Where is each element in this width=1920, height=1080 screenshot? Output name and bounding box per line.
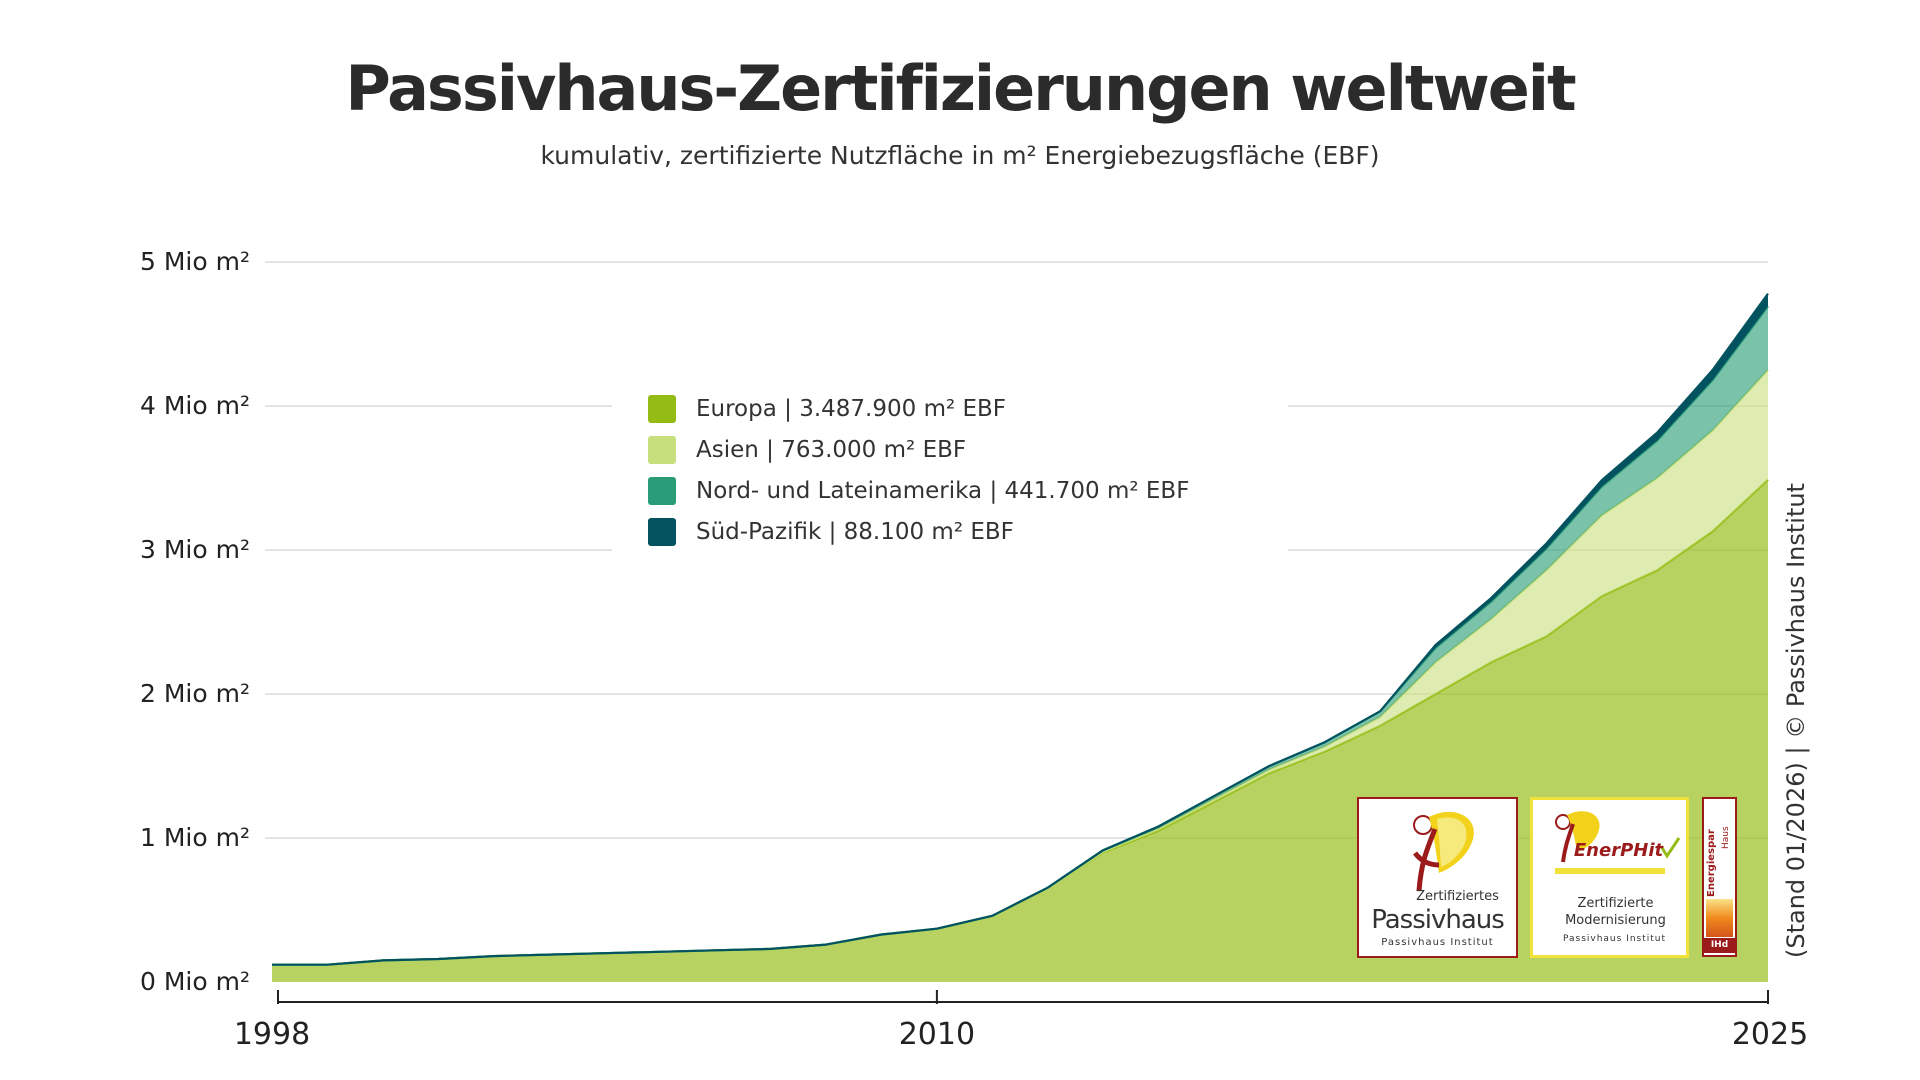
chart-subtitle: kumulativ, zertifizierte Nutzfläche in m… bbox=[540, 141, 1380, 170]
energiespar-haus-logo: Energiespar Haus IHd bbox=[1702, 797, 1737, 957]
legend-label-asien: Asien | 763.000 m² EBF bbox=[696, 436, 967, 463]
line-suedpazifik bbox=[272, 292, 1769, 966]
legend-label-suedpazifik: Süd-Pazifik | 88.100 m² EBF bbox=[696, 518, 1014, 545]
energiespar-logo-gradient bbox=[1706, 899, 1733, 937]
legend: Europa | 3.487.900 m² EBF Asien | 763.00… bbox=[612, 378, 1288, 562]
passivhaus-symbol-icon bbox=[1413, 811, 1474, 892]
y-tick-label: 0 Mio m² bbox=[140, 967, 250, 996]
legend-swatch-suedpazifik bbox=[648, 517, 676, 546]
enerphit-logo-line2: Modernisierung bbox=[1565, 913, 1666, 928]
enerphit-logo-line1: Zertifizierte bbox=[1577, 896, 1654, 911]
passivhaus-logo-line1: Zertifiziertes bbox=[1416, 889, 1499, 904]
passivhaus-logo-line2: Passivhaus bbox=[1371, 905, 1505, 935]
chart-title: Passivhaus-Zertifizierungen weltweit bbox=[345, 52, 1576, 125]
energiespar-logo-line2: Haus bbox=[1721, 826, 1731, 849]
legend-swatch-asien bbox=[648, 435, 676, 464]
passivhaus-certified-logo: Zertifiziertes Passivhaus Passivhaus Ins… bbox=[1357, 797, 1518, 958]
energiespar-logo-top: Energiespar Haus bbox=[1704, 799, 1735, 899]
y-axis-ticks: 0 Mio m² 1 Mio m² 2 Mio m² 3 Mio m² 4 Mio m²… bbox=[140, 247, 250, 996]
legend-label-amerika: Nord- und Lateinamerika | 441.700 m² EBF bbox=[696, 477, 1190, 504]
x-tick-label: 2025 bbox=[1732, 1017, 1808, 1052]
y-tick-label: 4 Mio m² bbox=[140, 391, 250, 420]
energiespar-logo-line3: IHd bbox=[1704, 938, 1735, 953]
y-tick-label: 3 Mio m² bbox=[140, 535, 250, 564]
energiespar-logo-line1: Energiespar bbox=[1706, 829, 1717, 897]
source-note: (Stand 01/2026) | © Passivhaus Institut bbox=[1782, 483, 1810, 958]
passivhaus-logo-line3: Passivhaus Institut bbox=[1381, 937, 1494, 948]
legend-label-europa: Europa | 3.487.900 m² EBF bbox=[696, 395, 1007, 422]
x-tick-label: 1998 bbox=[234, 1017, 310, 1052]
legend-item-amerika: Nord- und Lateinamerika | 441.700 m² EBF bbox=[648, 470, 1288, 511]
y-tick-label: 2 Mio m² bbox=[140, 679, 250, 708]
y-tick-label: 1 Mio m² bbox=[140, 823, 250, 852]
legend-item-suedpazifik: Süd-Pazifik | 88.100 m² EBF bbox=[648, 511, 1288, 552]
area-asien bbox=[272, 369, 1768, 965]
legend-swatch-europa bbox=[648, 394, 676, 423]
legend-swatch-amerika bbox=[648, 476, 676, 505]
enerphit-certified-logo: EnerPHit Zertifizierte Modernisierung Pa… bbox=[1530, 797, 1689, 958]
legend-item-europa: Europa | 3.487.900 m² EBF bbox=[648, 388, 1288, 429]
area-amerika bbox=[272, 306, 1768, 965]
legend-item-asien: Asien | 763.000 m² EBF bbox=[648, 429, 1288, 470]
x-axis: 1998 2010 2025 bbox=[234, 990, 1808, 1052]
enerphit-symbol-icon bbox=[1555, 811, 1681, 874]
enerphit-logo-line3: Passivhaus Institut bbox=[1562, 934, 1667, 944]
y-tick-label: 5 Mio m² bbox=[140, 247, 250, 276]
enerphit-logo-brand: EnerPHit bbox=[1573, 840, 1664, 861]
x-tick-label: 2010 bbox=[899, 1017, 975, 1052]
